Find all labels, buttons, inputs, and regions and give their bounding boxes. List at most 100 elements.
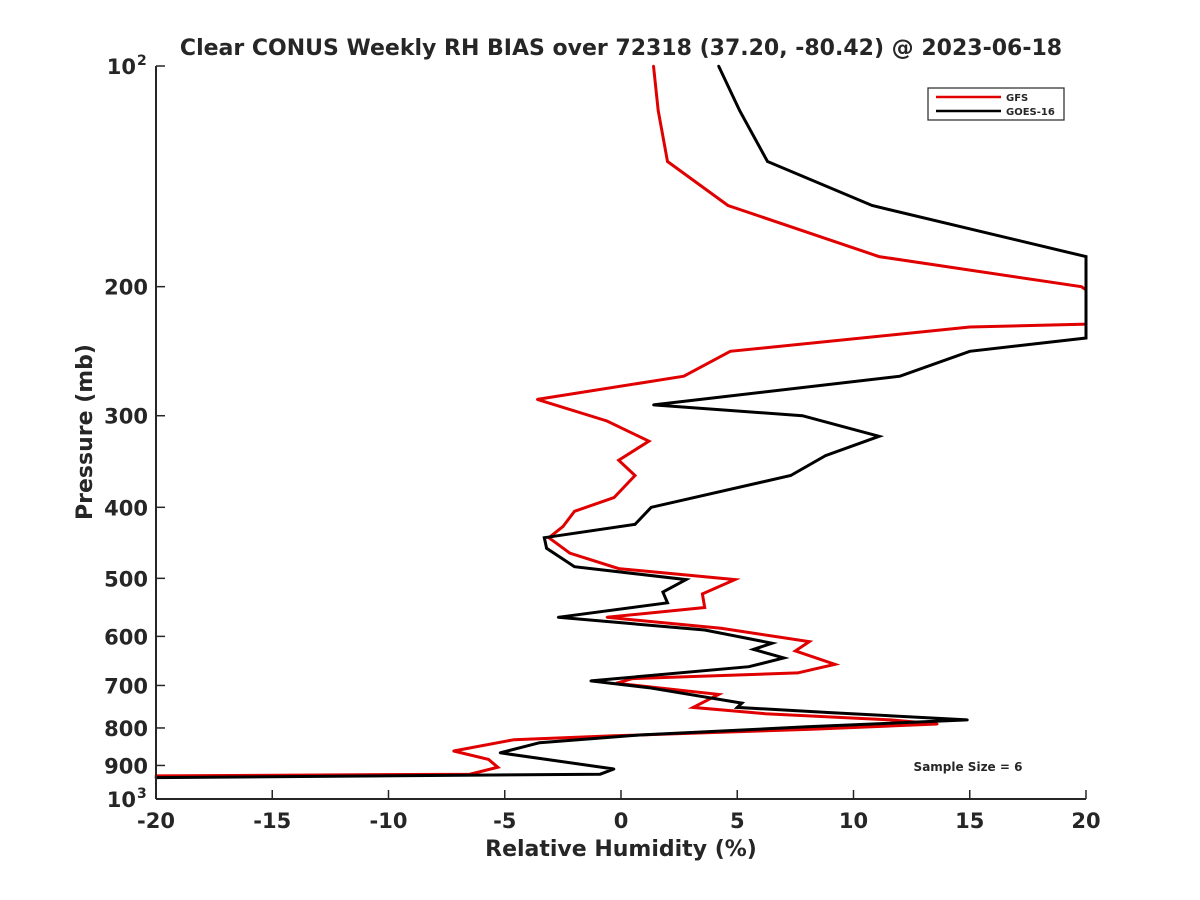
y-tick-label: 600: [104, 625, 148, 649]
data-point: [766, 160, 769, 163]
data-point: [545, 547, 548, 550]
data-point: [496, 765, 500, 769]
x-tick-label: -20: [137, 809, 175, 833]
data-point: [666, 160, 669, 163]
y-axis-label: Pressure (mb): [73, 344, 98, 520]
data-point: [877, 435, 881, 438]
data-point: [589, 679, 593, 683]
data-point: [736, 706, 739, 709]
data-point: [717, 693, 720, 696]
data-point: [1084, 336, 1088, 340]
data-point: [617, 567, 620, 570]
legend-label: GFS: [1006, 93, 1028, 104]
x-tick-label: 20: [1071, 809, 1100, 833]
data-point: [824, 454, 827, 457]
data-point: [612, 767, 616, 771]
legend-label: GOES-16: [1006, 107, 1055, 118]
series-layer: [154, 64, 1088, 780]
data-point: [487, 758, 490, 761]
data-point: [789, 474, 792, 477]
data-point: [684, 578, 688, 581]
y-tick-exponent: 3: [137, 786, 147, 802]
series-goes-16: [154, 64, 1088, 780]
series-line: [155, 65, 1088, 778]
data-point: [719, 627, 723, 630]
x-tick-label: -5: [493, 809, 516, 833]
y-tick-label: 700: [104, 674, 148, 698]
data-point: [796, 671, 799, 675]
data-point: [633, 474, 637, 477]
data-point: [701, 592, 704, 596]
x-tick-label: 15: [955, 809, 984, 833]
series-line: [155, 65, 1088, 780]
data-point: [1080, 285, 1083, 289]
data-point: [649, 506, 653, 509]
data-point: [733, 578, 737, 581]
data-point: [805, 725, 809, 729]
data-point: [870, 204, 874, 207]
sample-size-annotation: Sample Size = 6: [914, 760, 1023, 774]
x-tick-label: -15: [253, 809, 291, 833]
data-point: [763, 712, 767, 715]
data-point: [561, 525, 565, 528]
data-point: [726, 204, 730, 207]
plot-area: [156, 66, 1086, 799]
legend-box: [927, 87, 1065, 121]
data-point: [703, 606, 706, 609]
data-point: [605, 616, 609, 619]
y-tick-label: 400: [104, 496, 148, 520]
data-point: [573, 510, 576, 513]
data-point: [652, 403, 655, 407]
data-point: [568, 551, 572, 555]
data-point: [935, 722, 939, 726]
data-point: [810, 727, 813, 731]
x-axis-label: Relative Humidity (%): [485, 837, 757, 862]
data-point: [638, 733, 641, 737]
legend: GFS GOES-16: [927, 87, 1065, 121]
data-point: [968, 350, 972, 353]
data-point: [717, 64, 720, 68]
data-point: [656, 109, 660, 112]
data-point: [691, 706, 695, 709]
data-point: [682, 374, 686, 378]
data-point: [877, 255, 881, 258]
data-point: [573, 565, 576, 568]
data-point: [605, 419, 609, 423]
x-tick-label: -10: [370, 809, 408, 833]
data-point: [740, 701, 744, 705]
data-point: [794, 649, 797, 653]
data-point: [898, 374, 902, 378]
data-point: [661, 590, 665, 594]
data-point: [703, 628, 706, 632]
y-tick-label: 10: [107, 55, 136, 79]
data-point: [452, 749, 455, 753]
y-tick-label: 300: [104, 405, 148, 429]
data-point: [612, 496, 616, 499]
data-point: [633, 523, 637, 526]
data-point: [747, 665, 751, 668]
chart-title: Clear CONUS Weekly RH BIAS over 72318 (3…: [180, 36, 1062, 61]
data-point: [801, 414, 804, 418]
data-point: [498, 751, 502, 755]
data-point: [536, 398, 539, 401]
y-tick-label: 800: [104, 717, 148, 741]
data-point: [543, 536, 546, 539]
data-point: [826, 711, 830, 714]
data-point: [966, 718, 969, 722]
x-tick-label: 0: [614, 809, 629, 833]
data-point: [833, 663, 837, 666]
data-point: [538, 741, 541, 744]
data-point: [729, 350, 732, 353]
data-point: [808, 640, 811, 643]
data-point: [968, 325, 972, 329]
data-point: [652, 64, 655, 68]
y-tick-label: 500: [104, 567, 148, 591]
data-point: [889, 718, 892, 722]
data-point: [556, 616, 560, 619]
x-tick-label: 10: [839, 809, 868, 833]
data-point: [617, 458, 620, 462]
y-tick-label: 900: [104, 754, 148, 778]
data-point: [512, 738, 516, 741]
data-point: [598, 772, 602, 776]
